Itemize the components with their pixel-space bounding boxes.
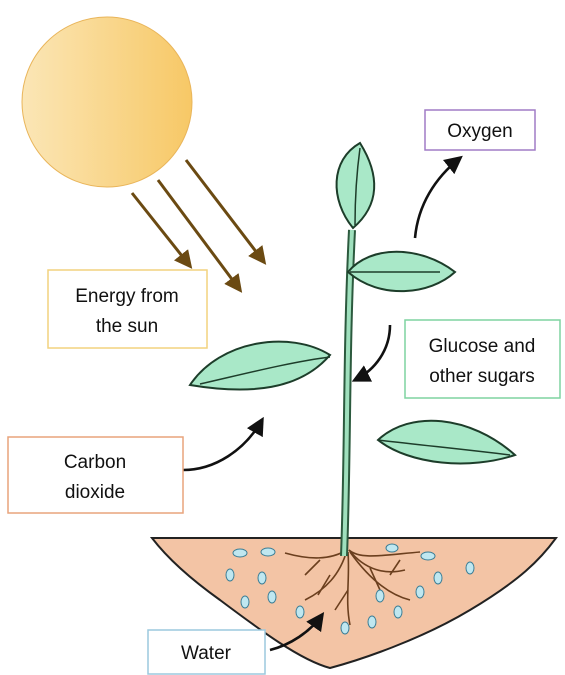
label-line: Water	[181, 643, 232, 664]
label-line: Energy from	[75, 286, 178, 307]
label-line: dioxide	[65, 482, 125, 503]
label-line: Glucose and	[429, 336, 536, 357]
label-line: other sugars	[429, 366, 535, 387]
label-line: Carbon	[64, 452, 126, 473]
oxygen-label: Oxygen	[447, 121, 512, 142]
label-line: Oxygen	[447, 121, 512, 142]
label-line: the sun	[96, 316, 158, 337]
sun	[22, 17, 192, 187]
water-label: Water	[181, 643, 232, 664]
photosynthesis-diagram: Oxygen Energy from the sun Glucose and oth…	[0, 0, 565, 675]
